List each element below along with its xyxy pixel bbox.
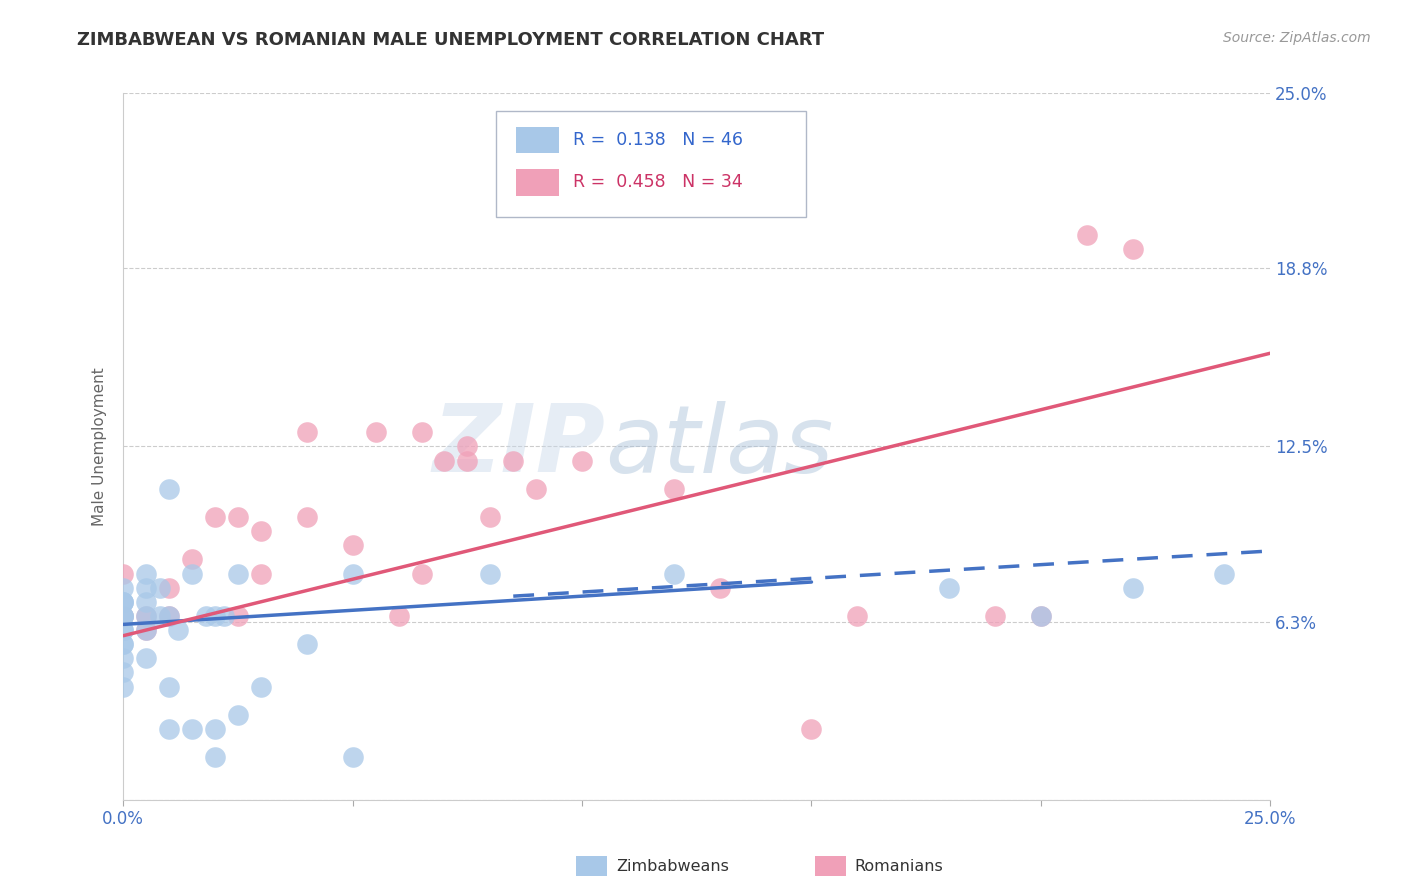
Point	[709, 581, 731, 595]
Point	[149, 608, 172, 623]
Point	[502, 453, 524, 467]
Point	[226, 566, 249, 581]
Point	[112, 665, 135, 680]
Point	[456, 453, 478, 467]
Point	[112, 566, 135, 581]
Text: Zimbabweans: Zimbabweans	[616, 859, 728, 873]
Point	[181, 566, 204, 581]
Point	[295, 510, 318, 524]
Point	[112, 608, 135, 623]
Point	[479, 510, 502, 524]
Point	[112, 608, 135, 623]
Point	[1122, 242, 1144, 256]
Point	[135, 581, 157, 595]
Point	[112, 623, 135, 637]
FancyBboxPatch shape	[496, 111, 806, 217]
Point	[1029, 608, 1052, 623]
Point	[112, 581, 135, 595]
Point	[250, 566, 273, 581]
Point	[342, 538, 364, 552]
Point	[112, 637, 135, 651]
Point	[112, 595, 135, 609]
Text: atlas: atlas	[605, 401, 834, 492]
Text: ZIP: ZIP	[432, 401, 605, 492]
Point	[846, 608, 869, 623]
Point	[800, 722, 823, 736]
Point	[112, 608, 135, 623]
Point	[250, 524, 273, 538]
Point	[226, 608, 249, 623]
Point	[181, 552, 204, 566]
Point	[135, 608, 157, 623]
Point	[157, 608, 180, 623]
Point	[135, 595, 157, 609]
Point	[984, 608, 1007, 623]
Point	[387, 608, 409, 623]
Point	[181, 722, 204, 736]
Point	[524, 482, 547, 496]
Point	[342, 750, 364, 764]
Point	[571, 453, 593, 467]
Text: ZIMBABWEAN VS ROMANIAN MALE UNEMPLOYMENT CORRELATION CHART: ZIMBABWEAN VS ROMANIAN MALE UNEMPLOYMENT…	[77, 31, 824, 49]
Point	[411, 566, 433, 581]
Point	[342, 566, 364, 581]
Point	[204, 510, 226, 524]
Point	[135, 651, 157, 665]
Point	[226, 707, 249, 722]
Point	[204, 722, 226, 736]
Text: Source: ZipAtlas.com: Source: ZipAtlas.com	[1223, 31, 1371, 45]
Point	[112, 595, 135, 609]
Point	[456, 439, 478, 453]
Text: Romanians: Romanians	[855, 859, 943, 873]
Point	[938, 581, 960, 595]
Point	[662, 482, 685, 496]
Point	[157, 722, 180, 736]
Point	[157, 581, 180, 595]
Point	[112, 680, 135, 694]
Point	[212, 608, 235, 623]
Point	[295, 637, 318, 651]
Point	[1122, 581, 1144, 595]
Point	[135, 608, 157, 623]
Point	[167, 623, 190, 637]
Point	[1076, 227, 1098, 242]
Point	[112, 595, 135, 609]
Text: R =  0.138   N = 46: R = 0.138 N = 46	[572, 131, 742, 149]
Point	[157, 608, 180, 623]
Point	[204, 750, 226, 764]
Point	[112, 637, 135, 651]
Point	[433, 453, 456, 467]
Y-axis label: Male Unemployment: Male Unemployment	[93, 368, 107, 525]
Point	[411, 425, 433, 440]
Point	[1213, 566, 1236, 581]
Bar	[516, 169, 560, 195]
Point	[135, 623, 157, 637]
Bar	[516, 127, 560, 153]
Point	[149, 581, 172, 595]
Point	[112, 608, 135, 623]
Point	[157, 680, 180, 694]
Point	[662, 566, 685, 581]
Point	[112, 623, 135, 637]
Point	[112, 651, 135, 665]
Point	[157, 482, 180, 496]
Point	[250, 680, 273, 694]
Point	[479, 566, 502, 581]
Point	[135, 566, 157, 581]
Point	[226, 510, 249, 524]
Point	[135, 623, 157, 637]
Point	[295, 425, 318, 440]
Point	[1029, 608, 1052, 623]
Point	[194, 608, 217, 623]
Text: R =  0.458   N = 34: R = 0.458 N = 34	[572, 173, 742, 192]
Point	[204, 608, 226, 623]
Point	[364, 425, 387, 440]
